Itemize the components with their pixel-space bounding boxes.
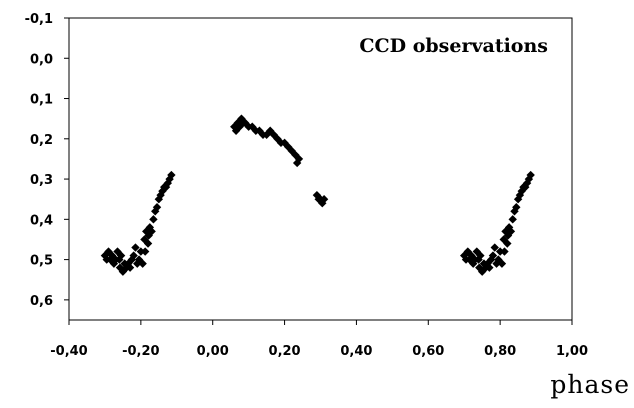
data-point xyxy=(497,259,507,268)
data-point xyxy=(116,251,126,260)
data-point xyxy=(506,227,516,236)
data-point xyxy=(476,251,485,260)
data-point xyxy=(149,215,158,224)
data-point xyxy=(127,255,137,264)
x-tick-label: 0,80 xyxy=(484,344,516,359)
data-point xyxy=(512,203,521,212)
data-point xyxy=(140,247,150,256)
data-point xyxy=(115,263,125,272)
data-point xyxy=(319,195,329,204)
data-point xyxy=(495,247,505,256)
y-tick-label: 0,0 xyxy=(30,52,53,67)
data-point xyxy=(510,207,519,216)
data-point xyxy=(503,239,512,248)
x-tick-label: 0,00 xyxy=(197,344,229,359)
data-point xyxy=(129,251,138,260)
y-tick-label: 0,4 xyxy=(30,213,53,228)
data-point xyxy=(152,203,162,212)
y-tick-label: 0,5 xyxy=(30,254,53,269)
data-point xyxy=(501,227,510,236)
data-point xyxy=(294,154,304,164)
chart-annotation: CCD observations xyxy=(359,35,548,57)
data-point xyxy=(113,247,122,256)
data-points xyxy=(100,114,535,276)
data-point xyxy=(508,215,517,224)
x-tick-label: 0,60 xyxy=(412,344,444,359)
data-point xyxy=(125,263,135,272)
y-axis: -0,1 0,0 0,1 0,2 0,3 0,4 0,5 0,6 xyxy=(25,12,69,309)
x-tick-label: 1,00 xyxy=(556,344,588,359)
data-point xyxy=(167,170,176,180)
data-point xyxy=(513,195,523,204)
data-point xyxy=(488,251,498,260)
data-point xyxy=(500,247,509,256)
data-point xyxy=(283,142,293,152)
data-point xyxy=(526,170,535,180)
data-point xyxy=(131,243,140,252)
x-tick-label: -0,40 xyxy=(50,344,87,359)
y-tick-label: -0,1 xyxy=(25,12,53,27)
data-point xyxy=(522,178,532,188)
x-tick-label: 0,20 xyxy=(269,344,301,359)
data-point xyxy=(517,186,526,196)
data-point xyxy=(138,259,147,268)
data-point xyxy=(490,243,499,252)
data-point xyxy=(233,118,243,127)
y-tick-label: 0,3 xyxy=(30,173,53,188)
y-tick-label: 0,2 xyxy=(30,133,53,148)
data-point xyxy=(136,247,146,256)
y-tick-label: 0,1 xyxy=(30,93,53,108)
data-point xyxy=(142,227,151,236)
data-point xyxy=(133,259,142,268)
data-point xyxy=(109,259,119,268)
plot-area-frame xyxy=(68,17,573,321)
x-tick-label: 0,40 xyxy=(340,344,372,359)
x-axis: -0,40 -0,20 0,00 0,20 0,40 0,60 0,80 1,00 xyxy=(50,320,588,359)
y-tick-label: 0,6 xyxy=(30,294,53,309)
x-tick-label: -0,20 xyxy=(122,344,159,359)
data-point xyxy=(156,190,165,200)
data-point xyxy=(485,263,494,272)
data-point xyxy=(147,227,156,236)
data-point xyxy=(237,114,246,123)
data-point xyxy=(143,239,153,248)
x-axis-label: phase xyxy=(550,370,630,399)
